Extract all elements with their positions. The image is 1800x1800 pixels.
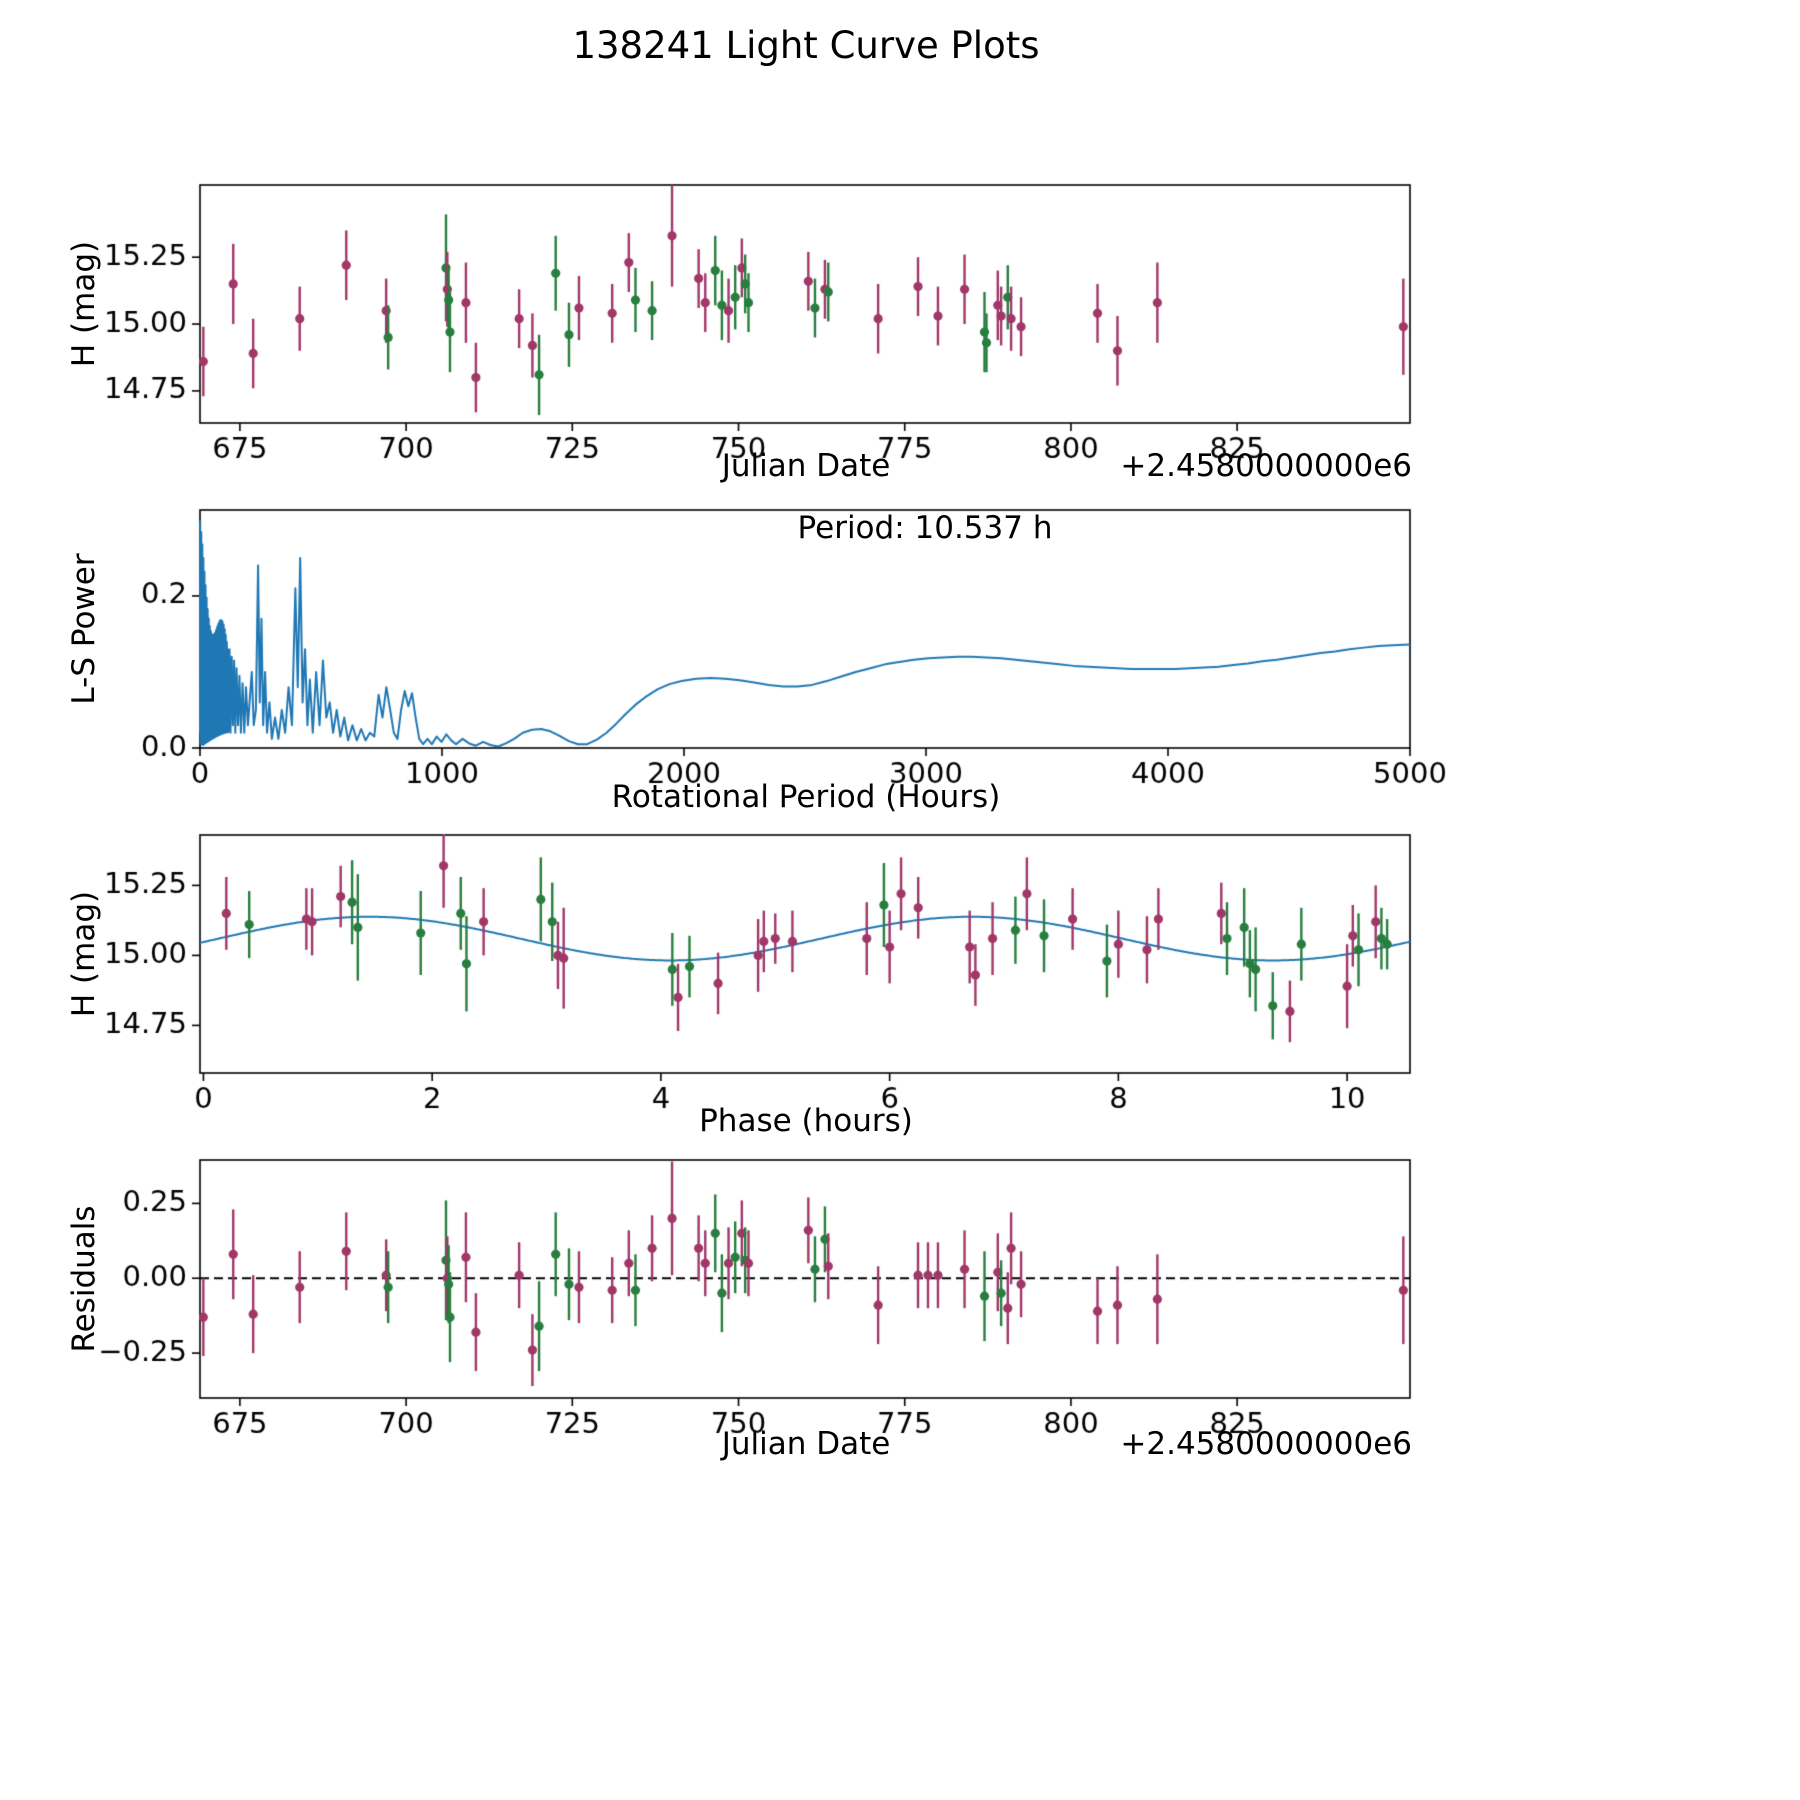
lightcurve-ylabel: H (mag) [66, 240, 102, 368]
lightcurve-axis-offset: +2.4580000000e6 [1120, 448, 1412, 484]
residuals-xlabel: Julian Date [721, 1426, 891, 1462]
period-annotation: Period: 10.537 h [797, 510, 1053, 546]
phased-ylabel: H (mag) [66, 890, 102, 1018]
residuals-axis-offset: +2.4580000000e6 [1120, 1426, 1412, 1462]
lightcurve-xlabel: Julian Date [721, 448, 891, 484]
periodogram-xlabel: Rotational Period (Hours) [611, 779, 1001, 815]
residuals-ylabel: Residuals [66, 1205, 102, 1353]
phased-xlabel: Phase (hours) [699, 1103, 913, 1139]
periodogram-ylabel: L-S Power [66, 553, 102, 705]
page-title: 138241 Light Curve Plots [572, 24, 1040, 67]
